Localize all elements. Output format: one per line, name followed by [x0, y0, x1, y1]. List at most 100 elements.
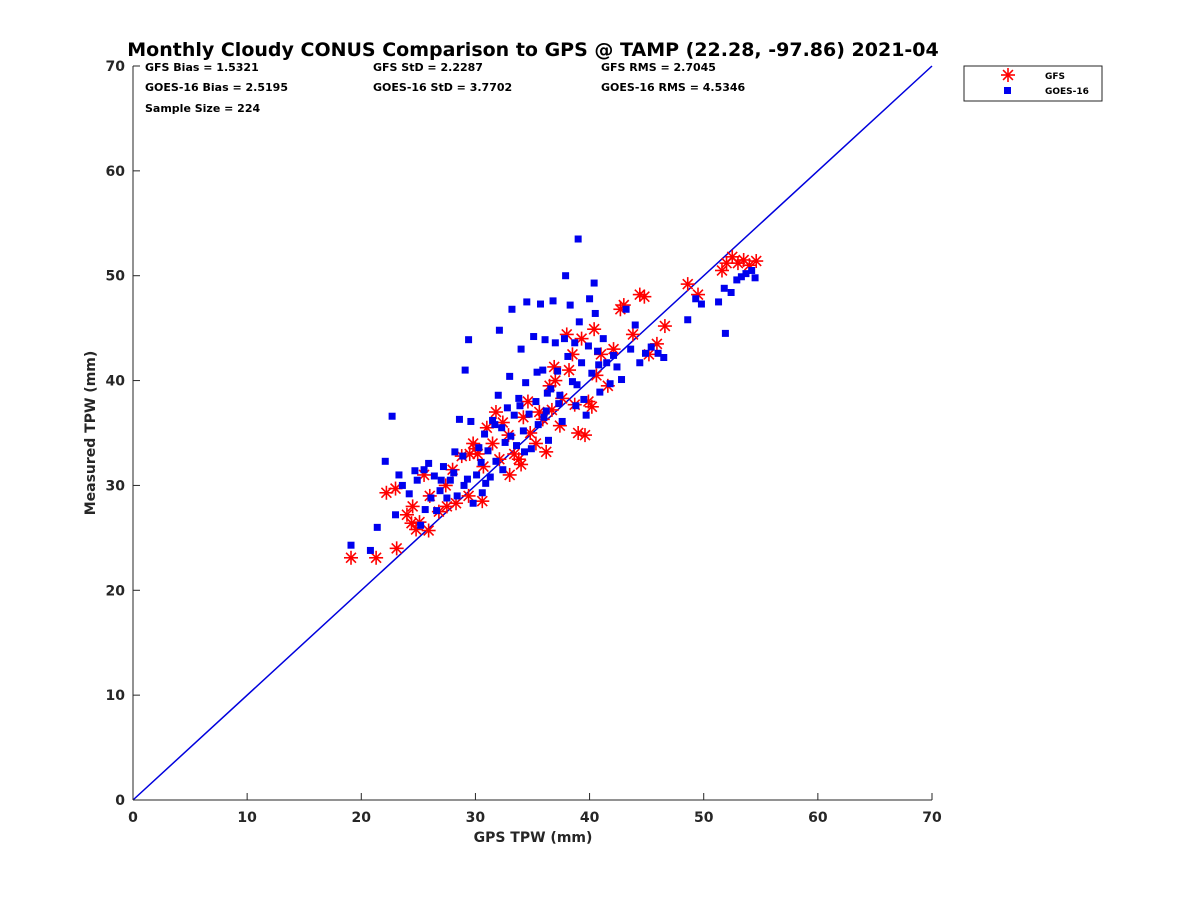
- gfs-rms-text: GFS RMS = 2.7045: [601, 61, 716, 74]
- goes16-point: [539, 366, 547, 374]
- goes16-point: [503, 404, 511, 412]
- y-tick-label: 30: [106, 478, 126, 494]
- goes16-point: [720, 284, 728, 292]
- goes16-point: [494, 391, 502, 399]
- goes16-point: [398, 481, 406, 489]
- gfs-point: [520, 394, 535, 409]
- goes16-point: [459, 452, 467, 460]
- goes16-point: [534, 421, 542, 429]
- goes16-point: [533, 368, 541, 376]
- goes16-point: [477, 458, 485, 466]
- gfs-point: [657, 319, 672, 334]
- goes16-point: [347, 541, 355, 549]
- goes16-point: [578, 359, 586, 367]
- goes16-series: [347, 235, 759, 554]
- gfs-point: [548, 373, 563, 388]
- goes16-point: [603, 359, 611, 367]
- goes16-point: [405, 490, 413, 498]
- goes16-point: [498, 424, 506, 432]
- goes16-point: [478, 489, 486, 497]
- x-tick-label: 70: [922, 810, 942, 826]
- goes16-point: [392, 511, 400, 519]
- legend: GFS GOES-16: [963, 65, 1103, 102]
- goes16-point: [461, 366, 469, 374]
- gfs-point: [421, 523, 436, 538]
- goes16-point: [484, 447, 492, 455]
- goes16-point: [543, 389, 551, 397]
- x-tick-label: 40: [580, 810, 600, 826]
- goes16-point: [631, 321, 639, 329]
- goes16-point: [491, 421, 499, 429]
- goes16-point: [381, 457, 389, 465]
- goes16-point: [606, 380, 614, 388]
- goes16-point: [508, 305, 516, 313]
- goes16-point: [425, 459, 433, 467]
- goes16-point: [486, 473, 494, 481]
- sample-size-text: Sample Size = 224: [145, 102, 260, 115]
- goes16-point: [469, 499, 477, 507]
- legend-gfs-asterisk: [1001, 68, 1015, 82]
- gfs-point: [399, 507, 414, 522]
- x-tick-label: 60: [808, 810, 828, 826]
- goes16-point: [460, 481, 468, 489]
- goes16-point: [430, 472, 438, 480]
- goes16-point: [622, 305, 630, 313]
- y-tick-label: 20: [106, 583, 126, 599]
- goes16-point: [566, 301, 574, 309]
- goes16-point: [558, 417, 566, 425]
- y-tick-label: 40: [106, 374, 126, 390]
- goes16-point: [721, 329, 729, 337]
- goes16-point: [437, 476, 445, 484]
- goes16-point: [421, 506, 429, 514]
- goes16-point: [510, 411, 518, 419]
- goes16-point: [532, 398, 540, 406]
- goes16-point: [692, 295, 700, 303]
- goes16-point: [575, 318, 583, 326]
- gfs-point: [714, 263, 729, 278]
- x-tick-label: 30: [466, 810, 486, 826]
- goes16-point: [554, 367, 562, 375]
- goes16-point: [465, 336, 473, 344]
- goes16-point: [636, 359, 644, 367]
- legend-gfs-marker: [1001, 68, 1015, 82]
- gfs-point: [574, 331, 589, 346]
- goes16-point: [660, 354, 668, 362]
- goes16-point: [654, 349, 662, 357]
- stats-annotations: GFS Bias = 1.5321 GOES-16 Bias = 2.5195 …: [145, 61, 746, 115]
- y-tick-label: 0: [115, 793, 125, 809]
- goes16-point: [522, 379, 530, 387]
- gfs-point: [389, 541, 404, 556]
- goes16-point: [591, 309, 599, 317]
- goes16-point: [530, 333, 538, 341]
- y-tick-label: 70: [106, 59, 126, 75]
- y-tick-label: 10: [106, 688, 126, 704]
- goes16-point: [506, 372, 514, 380]
- goes16-point: [549, 297, 557, 305]
- goes16-point: [395, 471, 403, 479]
- x-tick-label: 20: [352, 810, 372, 826]
- goes16-point: [501, 438, 509, 446]
- goes16-point: [599, 335, 607, 343]
- goes16-point: [439, 463, 447, 471]
- gfs-point: [502, 467, 517, 482]
- goes16-point: [433, 507, 441, 515]
- gfs-point: [749, 254, 764, 269]
- gfs-point: [388, 481, 403, 496]
- gfs-series: [344, 249, 764, 565]
- goes16-point: [742, 270, 750, 278]
- goes16-point: [373, 523, 381, 531]
- goes16-point: [417, 521, 425, 529]
- goes16-point: [572, 402, 580, 410]
- goes16-point: [751, 274, 759, 282]
- goes16-point: [642, 349, 650, 357]
- gfs-point: [405, 499, 420, 514]
- goes16-point: [560, 335, 568, 343]
- goes16-point: [453, 492, 461, 500]
- goes16-point: [574, 235, 582, 243]
- goes16-point: [556, 391, 564, 399]
- goes16-point: [547, 385, 555, 393]
- legend-goes16-label: GOES-16: [1045, 87, 1089, 97]
- goes16-point: [527, 445, 535, 453]
- gfs-point: [584, 399, 599, 414]
- gfs-point: [578, 428, 593, 443]
